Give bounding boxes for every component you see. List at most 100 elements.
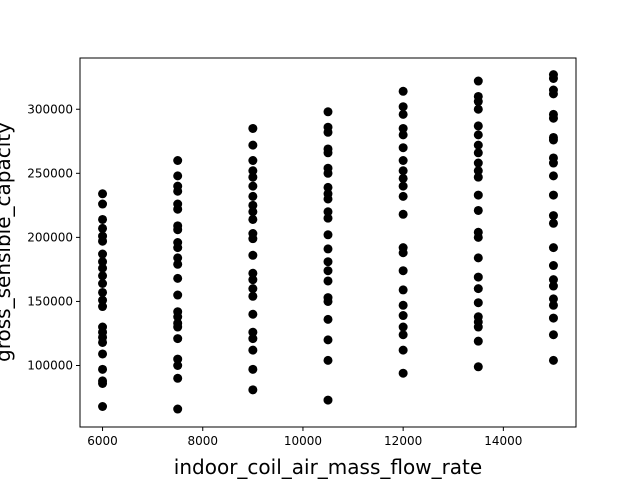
data-point xyxy=(473,284,483,294)
data-point xyxy=(323,314,333,324)
data-point xyxy=(323,335,333,345)
data-point xyxy=(98,257,108,267)
data-point xyxy=(323,266,333,276)
data-point xyxy=(98,223,108,233)
data-point xyxy=(173,322,183,332)
y-tick-label: 100000 xyxy=(27,359,73,373)
data-point xyxy=(398,330,408,340)
data-point xyxy=(548,135,558,145)
data-point xyxy=(248,166,258,176)
data-point xyxy=(173,354,183,364)
data-point xyxy=(323,257,333,267)
data-point xyxy=(173,253,183,263)
data-point xyxy=(173,404,183,414)
data-point xyxy=(473,148,483,158)
data-point xyxy=(248,234,258,244)
data-point xyxy=(398,123,408,133)
data-point xyxy=(173,259,183,269)
data-point xyxy=(323,355,333,365)
data-point xyxy=(548,74,558,83)
data-point xyxy=(473,158,483,168)
data-point xyxy=(398,266,408,276)
data-point xyxy=(398,368,408,378)
data-point xyxy=(323,127,333,137)
data-point xyxy=(398,322,408,332)
data-point xyxy=(248,200,258,210)
data-point xyxy=(248,345,258,355)
data-point xyxy=(473,253,483,263)
data-point xyxy=(248,334,258,344)
data-point xyxy=(248,268,258,278)
data-point xyxy=(248,181,258,191)
data-point xyxy=(398,166,408,176)
data-point xyxy=(98,279,108,288)
data-point xyxy=(473,205,483,215)
data-point xyxy=(473,272,483,282)
data-point xyxy=(323,296,333,306)
data-point xyxy=(323,148,333,158)
data-point xyxy=(548,355,558,365)
data-point xyxy=(398,173,408,183)
data-point xyxy=(548,171,558,181)
data-point xyxy=(548,275,558,285)
data-point xyxy=(98,189,108,199)
data-point xyxy=(98,271,108,281)
data-point xyxy=(248,309,258,319)
data-point xyxy=(323,194,333,204)
data-point xyxy=(398,109,408,119)
data-point xyxy=(548,313,558,323)
y-tick-label: 150000 xyxy=(27,294,73,308)
x-tick-label: 10000 xyxy=(284,434,322,448)
data-point xyxy=(98,295,108,305)
data-point xyxy=(398,143,408,153)
data-point xyxy=(548,330,558,340)
data-point xyxy=(548,89,558,99)
data-point xyxy=(248,291,258,301)
data-point xyxy=(248,123,258,133)
data-point xyxy=(473,166,483,176)
data-point xyxy=(473,190,483,200)
data-point xyxy=(248,207,258,217)
data-point xyxy=(473,336,483,346)
data-point xyxy=(98,199,108,209)
x-tick-label: 8000 xyxy=(187,434,218,448)
data-point xyxy=(323,107,333,117)
data-point xyxy=(248,156,258,165)
data-point xyxy=(398,130,408,140)
data-point xyxy=(398,300,408,310)
data-point xyxy=(98,263,108,273)
data-point xyxy=(548,243,558,253)
data-point xyxy=(173,273,183,283)
data-point xyxy=(98,402,108,411)
data-point xyxy=(548,300,558,310)
data-point xyxy=(98,302,108,312)
data-point xyxy=(248,214,258,224)
data-point xyxy=(173,243,183,253)
x-tick-label: 6000 xyxy=(87,434,118,448)
data-point xyxy=(548,190,558,200)
data-point xyxy=(248,385,258,395)
data-point xyxy=(173,204,183,214)
data-point xyxy=(248,364,258,374)
data-point xyxy=(398,345,408,355)
data-point xyxy=(173,361,183,370)
data-point xyxy=(173,186,183,196)
data-point xyxy=(548,158,558,168)
y-tick-label: 200000 xyxy=(27,230,73,244)
data-points xyxy=(98,70,558,414)
data-point xyxy=(323,395,333,405)
data-point xyxy=(173,334,183,344)
data-point xyxy=(398,311,408,321)
data-point xyxy=(98,214,108,224)
data-point xyxy=(398,181,408,191)
data-point xyxy=(323,276,333,286)
x-axis-ticks: 6000 8000 10000 12000 14000 xyxy=(87,427,522,448)
data-point xyxy=(173,290,183,300)
data-point xyxy=(398,86,408,96)
x-tick-label: 14000 xyxy=(484,434,522,448)
data-point xyxy=(323,244,333,254)
data-point xyxy=(323,230,333,240)
data-point xyxy=(323,213,333,223)
y-tick-label: 300000 xyxy=(27,102,73,116)
